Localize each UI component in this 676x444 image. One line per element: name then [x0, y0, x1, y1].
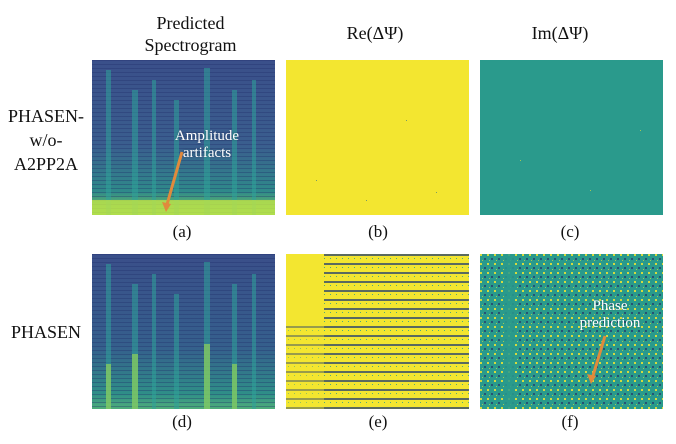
annotation-amplitude-artifacts: Amplitude artifacts	[174, 128, 240, 161]
panel-d-spectrogram	[92, 254, 275, 409]
arrow-phase	[590, 335, 607, 380]
caption-b: (b)	[368, 222, 388, 241]
caption-d: (d)	[172, 412, 192, 431]
column-header-re-delta-psi: Re(ΔΨ)	[346, 23, 404, 43]
re-delta-psi-image	[286, 254, 469, 409]
panel-a-spectrogram: Amplitude artifacts	[92, 60, 275, 215]
arrow-amplitude	[164, 151, 184, 209]
caption-a: (a)	[172, 222, 192, 241]
im-delta-psi-image	[480, 254, 663, 409]
panel-e-re-delta-psi	[286, 254, 469, 409]
annotation-phase-prediction: Phase prediction	[579, 298, 641, 331]
row-label-phasen-wo-a2pp2a: PHASEN-w/o-A2PP2A	[7, 106, 84, 174]
column-header-im-delta-psi: Im(ΔΨ)	[531, 23, 589, 43]
spectrogram-image	[92, 60, 275, 215]
im-delta-psi-image	[480, 60, 663, 215]
spectrogram-image	[92, 254, 275, 409]
caption-c: (c)	[560, 222, 580, 241]
caption-f: (f)	[561, 412, 579, 431]
panel-b-re-delta-psi	[286, 60, 469, 215]
row-label-phasen: PHASEN	[10, 322, 81, 342]
column-header-predicted-spectrogram: Predicted Spectrogram	[144, 13, 237, 55]
re-delta-psi-image	[286, 60, 469, 215]
panel-f-im-delta-psi: Phase prediction	[480, 254, 663, 409]
caption-e: (e)	[368, 412, 388, 431]
panel-c-im-delta-psi	[480, 60, 663, 215]
